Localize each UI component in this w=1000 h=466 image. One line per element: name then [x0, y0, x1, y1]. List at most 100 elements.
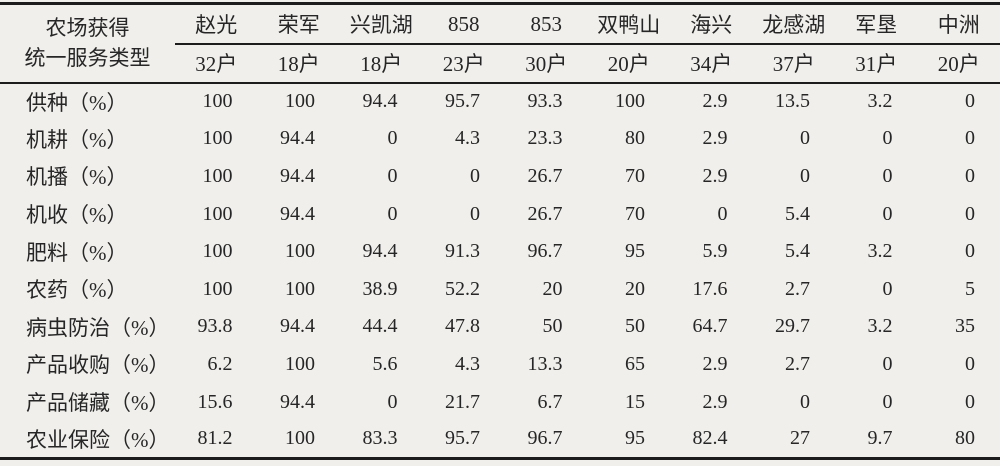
table-row: 病虫防治（%） 93.8 94.4 44.4 47.8 50 50 64.7 29.7 3.2 35 [0, 308, 1000, 346]
value-cell: 95 [625, 427, 645, 450]
value-cell: 2.9 [702, 127, 728, 150]
value-cell: 3.2 [867, 240, 893, 263]
value-cell: 17.6 [692, 277, 728, 300]
corner-header-line1: 农场获得 [45, 15, 130, 40]
value-cell: 96.7 [527, 240, 563, 263]
value-cell: 65 [625, 352, 645, 375]
table-row: 农业保险（%） 81.2 100 83.3 95.7 96.7 95 82.4 27 9.7 80 [0, 421, 1000, 459]
value-cell: 0 [965, 390, 975, 413]
value-cell: 5 [965, 277, 975, 300]
value-cell: 47.8 [445, 315, 480, 338]
value-cell: 0 [965, 90, 975, 113]
value-cell: 29.7 [775, 315, 810, 338]
corner-header: 农场获得 统一服务类型 [0, 3, 175, 84]
value-cell: 0 [882, 352, 893, 375]
value-cell: 2.7 [785, 352, 810, 375]
value-cell: 0 [470, 202, 480, 225]
value-cell: 13.3 [527, 352, 563, 375]
table-row: 供种（%） 100 100 94.4 95.7 93.3 100 2.9 13.5 3.2 0 [0, 83, 1000, 121]
value-cell: 3.2 [867, 90, 893, 113]
value-cell: 15 [625, 390, 645, 413]
farm-header-5: 853 [505, 3, 588, 45]
value-cell: 100 [202, 164, 233, 187]
value-cell: 0 [882, 277, 893, 300]
service-type-label: 产品储藏（%） [26, 391, 170, 416]
table-row: 产品收购（%） 6.2 100 5.6 4.3 13.3 65 2.9 2.7 0 0 [0, 346, 1000, 384]
value-cell: 21.7 [445, 390, 480, 413]
value-cell: 83.3 [362, 427, 398, 450]
value-cell: 5.9 [702, 240, 728, 263]
household-count-7: 34户 [670, 43, 753, 84]
value-cell: 94.4 [362, 240, 398, 263]
value-cell: 100 [202, 90, 233, 113]
service-type-label: 机播（%） [26, 165, 128, 190]
value-cell: 0 [882, 127, 893, 150]
value-cell: 0 [800, 164, 810, 187]
value-cell: 100 [285, 277, 315, 300]
service-type-label: 机收（%） [26, 203, 128, 228]
service-type-label: 机耕（%） [26, 127, 128, 152]
value-cell: 0 [717, 202, 728, 225]
service-type-label: 农业保险（%） [26, 427, 170, 452]
value-cell: 100 [285, 427, 315, 450]
value-cell: 94.4 [280, 202, 315, 225]
value-cell: 0 [965, 164, 975, 187]
value-cell: 70 [625, 164, 645, 187]
table-body: 供种（%） 100 100 94.4 95.7 93.3 100 2.9 13.5 3.2 0 机耕（… [0, 83, 1000, 459]
value-cell: 100 [285, 240, 315, 263]
value-cell: 100 [202, 240, 233, 263]
value-cell: 80 [955, 427, 975, 450]
value-cell: 100 [202, 202, 233, 225]
farm-header-1: 赵光 [175, 3, 258, 45]
household-count-6: 20户 [587, 43, 670, 84]
value-cell: 0 [965, 240, 975, 263]
value-cell: 93.8 [197, 315, 233, 338]
value-cell: 70 [625, 202, 645, 225]
value-cell: 0 [965, 127, 975, 150]
table-header: 农场获得 统一服务类型 赵光 荣军 兴凯湖 858 853 双鸭山 海兴 龙感湖 军垦 中洲 32… [0, 3, 1000, 84]
value-cell: 2.9 [702, 352, 728, 375]
value-cell: 2.9 [702, 164, 728, 187]
value-cell: 95.7 [445, 427, 480, 450]
value-cell: 94.4 [280, 315, 315, 338]
service-type-label: 农药（%） [26, 278, 128, 303]
table-row: 机收（%） 100 94.4 0 0 26.7 70 0 5.4 0 0 [0, 195, 1000, 233]
value-cell: 64.7 [692, 315, 728, 338]
value-cell: 94.4 [280, 390, 315, 413]
value-cell: 44.4 [362, 315, 398, 338]
farm-header-7: 海兴 [670, 3, 753, 45]
value-cell: 100 [202, 277, 233, 300]
table-row: 产品储藏（%） 15.6 94.4 0 21.7 6.7 15 2.9 0 0 0 [0, 383, 1000, 421]
corner-header-line2: 统一服务类型 [24, 46, 151, 71]
value-cell: 0 [800, 127, 810, 150]
value-cell: 91.3 [445, 240, 480, 263]
value-cell: 15.6 [197, 390, 233, 413]
household-count-1: 32户 [175, 43, 258, 84]
value-cell: 0 [387, 390, 398, 413]
value-cell: 26.7 [527, 202, 563, 225]
value-cell: 20 [542, 277, 563, 300]
value-cell: 35 [955, 315, 975, 338]
value-cell: 0 [387, 164, 398, 187]
farm-header-3: 兴凯湖 [340, 3, 423, 45]
farm-header-2: 荣军 [257, 3, 340, 45]
value-cell: 5.4 [785, 240, 810, 263]
value-cell: 100 [615, 90, 645, 113]
value-cell: 5.4 [785, 202, 810, 225]
value-cell: 100 [285, 90, 315, 113]
value-cell: 2.7 [785, 277, 810, 300]
value-cell: 52.2 [445, 277, 480, 300]
farm-name-row: 农场获得 统一服务类型 赵光 荣军 兴凯湖 858 853 双鸭山 海兴 龙感湖 军垦 中洲 [0, 3, 1000, 84]
value-cell: 95.7 [445, 90, 480, 113]
household-count-2: 18户 [257, 43, 340, 84]
household-count-5: 30户 [505, 43, 588, 84]
value-cell: 9.7 [867, 427, 893, 450]
value-cell: 0 [882, 164, 893, 187]
value-cell: 0 [387, 127, 398, 150]
value-cell: 81.2 [197, 427, 233, 450]
farm-header-4: 858 [422, 3, 505, 45]
service-type-label: 肥料（%） [26, 240, 128, 265]
value-cell: 50 [542, 315, 563, 338]
farm-header-10: 中洲 [917, 3, 1000, 45]
